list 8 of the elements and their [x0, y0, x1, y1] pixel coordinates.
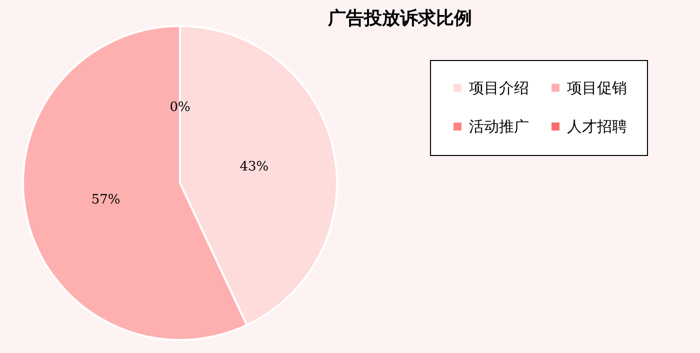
data-label: 57% — [91, 192, 120, 208]
legend-label: 活动推广 — [469, 118, 529, 136]
legend-label: 人才招聘 — [567, 118, 627, 136]
chart-title: 广告投放诉求比例 — [327, 8, 472, 29]
text: 0% — [170, 100, 190, 115]
data-label: 43% — [240, 159, 269, 174]
legend-label: 项目介绍 — [469, 78, 529, 97]
legend-label: 项目促销 — [567, 78, 627, 97]
